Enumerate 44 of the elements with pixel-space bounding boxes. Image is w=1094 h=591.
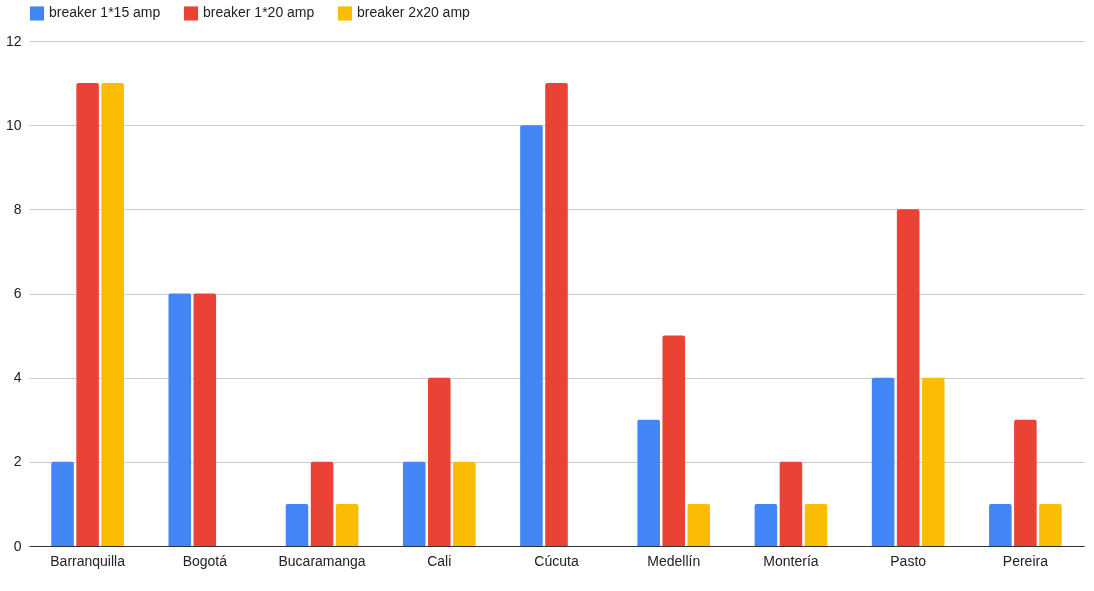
bar xyxy=(921,377,945,546)
x-tick-label: Montería xyxy=(763,552,819,569)
bar xyxy=(804,503,828,546)
bar xyxy=(428,377,451,546)
bar xyxy=(520,125,543,546)
bar xyxy=(193,293,217,546)
bar xyxy=(168,293,192,546)
bar xyxy=(51,461,74,546)
bar xyxy=(637,419,660,546)
y-tick-label: 8 xyxy=(13,200,22,217)
x-tick-label: Cúcuta xyxy=(534,552,579,569)
bar xyxy=(896,209,920,546)
x-tick-label: Pasto xyxy=(890,552,927,569)
bar xyxy=(310,461,334,546)
y-tick-label: 0 xyxy=(13,537,22,554)
legend-label: breaker 2x20 amp xyxy=(357,4,471,21)
bar xyxy=(754,503,778,546)
bar xyxy=(335,503,359,546)
bar xyxy=(1039,503,1062,546)
y-tick-label: 4 xyxy=(13,369,22,386)
bar xyxy=(76,83,99,546)
y-tick-label: 12 xyxy=(5,32,22,49)
bar xyxy=(779,461,803,546)
bar xyxy=(662,335,685,546)
x-tick-label: Pereira xyxy=(1002,552,1049,569)
x-tick-label: Cali xyxy=(427,552,452,569)
x-tick-label: Barranquilla xyxy=(50,552,126,569)
legend-label: breaker 1*20 amp xyxy=(203,4,315,21)
bar xyxy=(1014,419,1037,546)
bar xyxy=(101,83,124,546)
bar xyxy=(285,503,309,546)
bar xyxy=(687,503,711,546)
x-tick-label: Bogotá xyxy=(182,552,228,569)
bar xyxy=(545,83,568,546)
bar xyxy=(402,461,426,546)
y-tick-label: 10 xyxy=(5,116,22,133)
bar xyxy=(453,461,476,546)
y-tick-label: 6 xyxy=(13,285,22,301)
x-tick-label: Medellín xyxy=(647,552,701,569)
bar xyxy=(989,503,1012,546)
y-tick-label: 2 xyxy=(13,453,22,470)
legend-label: breaker 1*15 amp xyxy=(49,4,161,21)
x-tick-label: Bucaramanga xyxy=(278,552,366,569)
bar xyxy=(871,377,895,546)
